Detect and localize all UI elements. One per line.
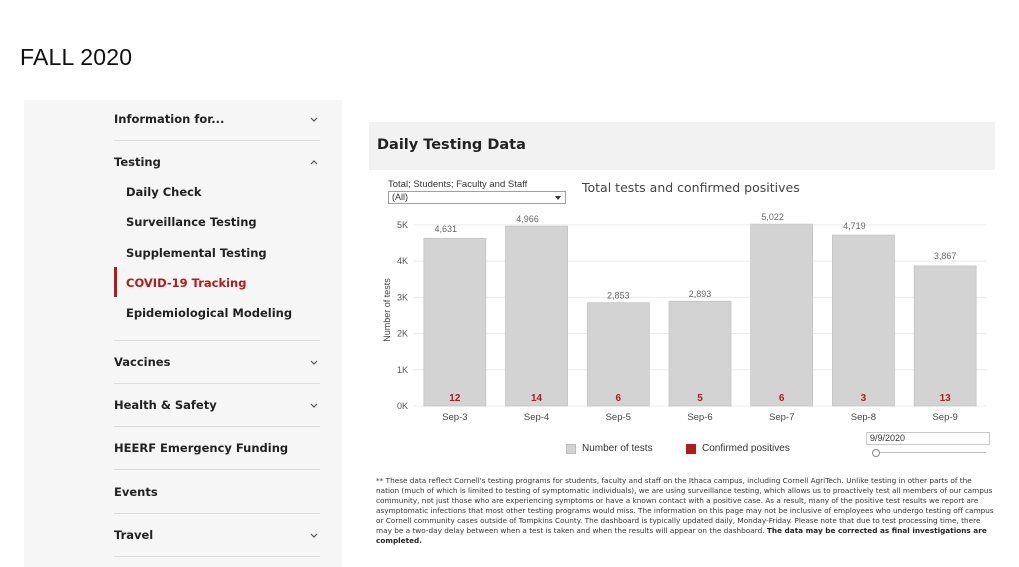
sidebar-item-label: Health & Safety	[114, 398, 217, 412]
sidebar-item-label: Events	[114, 485, 158, 499]
y-tick-label: 5K	[397, 220, 408, 230]
divider	[114, 140, 320, 141]
x-tick-label: Sep-3	[442, 412, 467, 423]
date-filter-input[interactable]: 9/9/2020	[866, 432, 990, 445]
footnote-text: ** These data reflect Cornell's testing …	[376, 476, 994, 535]
bar-tests	[913, 265, 977, 407]
legend-item-positives: Confirmed positives	[686, 443, 790, 454]
divider	[114, 383, 320, 384]
bar-value-label: 2,853	[607, 291, 630, 301]
sidebar-item-label: HEERF Emergency Funding	[114, 441, 289, 455]
sidebar-item-label: Information for...	[114, 112, 225, 126]
filter-label: Total; Students; Faculty and Staff	[388, 179, 528, 190]
positives-value-label: 14	[531, 393, 543, 404]
y-tick-label: 3K	[397, 292, 408, 302]
bar-tests	[750, 223, 814, 407]
y-tick-label: 1K	[397, 365, 408, 375]
y-tick-label: 2K	[397, 329, 408, 339]
x-tick-label: Sep-4	[524, 412, 549, 423]
positives-value-label: 6	[616, 393, 622, 404]
chevron-down-icon	[308, 356, 320, 368]
sidebar-subitem-covid-19-tracking[interactable]: COVID-19 Tracking	[126, 276, 247, 290]
chevron-down-icon	[308, 113, 320, 125]
sidebar-item-label: Travel	[114, 528, 154, 542]
chevron-down-icon	[308, 399, 320, 411]
bar-chart: 0K 1K 2K 3K 4K 5K Number of tests 4,631 12 Sep-3 4…	[382, 212, 986, 423]
y-tick-label: 4K	[397, 256, 408, 266]
x-tick-label: Sep-6	[687, 412, 712, 423]
divider	[114, 469, 320, 470]
sidebar-item-travel[interactable]: Travel	[114, 528, 320, 542]
bar-value-label: 2,893	[689, 289, 712, 299]
bar-value-label: 4,966	[516, 214, 539, 224]
x-tick-label: Sep-7	[769, 412, 794, 423]
y-tick-label: 0K	[397, 401, 408, 411]
sidebar-item-vaccines[interactable]: Vaccines	[114, 355, 320, 369]
positives-value-label: 12	[449, 393, 461, 404]
sidebar-subitem-surveillance-testing[interactable]: Surveillance Testing	[126, 215, 257, 229]
sidebar-item-heerf-emergency-funding[interactable]: HEERF Emergency Funding	[114, 441, 320, 455]
bar-value-label: 5,022	[761, 212, 784, 222]
dashboard-title: Daily Testing Data	[377, 137, 526, 153]
date-slider-handle[interactable]	[872, 449, 880, 457]
legend-item-tests: Number of tests	[566, 443, 653, 454]
footnote: ** These data reflect Cornell's testing …	[376, 476, 994, 546]
bar-tests	[832, 234, 895, 407]
positives-value-label: 6	[779, 393, 785, 404]
positives-value-label: 5	[697, 393, 703, 404]
legend-swatch-tests	[566, 443, 576, 454]
active-indicator	[114, 267, 117, 297]
sidebar-item-testing[interactable]: Testing	[114, 155, 320, 169]
legend-label: Number of tests	[582, 443, 653, 454]
positives-value-label: 3	[861, 393, 867, 404]
sidebar-item-label: Vaccines	[114, 355, 171, 369]
divider	[114, 426, 320, 427]
footnote-bold: The data may be corrected as final inves…	[376, 526, 987, 545]
sidebar-item-label: Testing	[114, 155, 161, 169]
sidebar-item-health-safety[interactable]: Health & Safety	[114, 398, 320, 412]
sidebar-nav	[24, 100, 342, 567]
legend-swatch-positives	[686, 443, 696, 454]
sidebar-item-information-for[interactable]: Information for...	[114, 112, 320, 126]
bar-value-label: 4,719	[843, 221, 866, 231]
divider	[114, 340, 320, 341]
legend-label: Confirmed positives	[702, 443, 790, 454]
chevron-up-icon	[308, 156, 320, 168]
date-slider-track[interactable]	[874, 452, 986, 453]
bar-tests	[668, 300, 732, 407]
filter-selected-value: (All)	[392, 192, 408, 202]
sidebar-subitem-epidemiological-modeling[interactable]: Epidemiological Modeling	[126, 306, 293, 320]
divider	[114, 556, 320, 557]
x-tick-label: Sep-9	[932, 412, 957, 423]
sidebar-item-events[interactable]: Events	[114, 485, 320, 499]
x-tick-label: Sep-5	[606, 412, 631, 423]
bar-tests	[505, 225, 568, 407]
population-filter-select[interactable]: (All)	[388, 191, 566, 204]
chart-title: Total tests and confirmed positives	[582, 180, 800, 195]
dashboard-header: Daily Testing Data	[369, 122, 995, 170]
x-tick-label: Sep-8	[851, 412, 876, 423]
page-heading: FALL 2020	[20, 44, 133, 70]
bar-tests	[423, 237, 487, 407]
dropdown-caret-icon	[555, 196, 561, 200]
sidebar-subitem-daily-check[interactable]: Daily Check	[126, 185, 202, 199]
sidebar-subitem-supplemental-testing[interactable]: Supplemental Testing	[126, 246, 267, 260]
bar-value-label: 4,631	[435, 224, 458, 234]
y-axis-label: Number of tests	[382, 278, 392, 342]
positives-value-label: 13	[940, 393, 952, 404]
divider	[114, 513, 320, 514]
bar-tests	[586, 302, 650, 407]
chevron-down-icon	[308, 529, 320, 541]
bar-value-label: 3,867	[934, 251, 957, 261]
